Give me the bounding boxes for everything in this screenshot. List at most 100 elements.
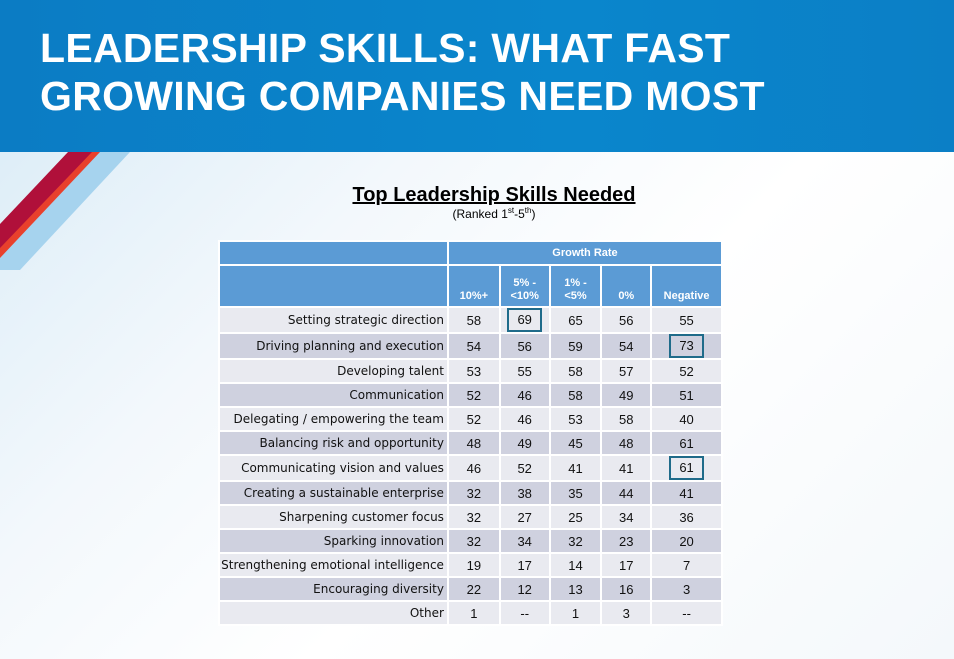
- column-header: Negative: [650, 264, 723, 308]
- value-cell: 25: [548, 504, 603, 530]
- column-header-text: 5% -: [513, 277, 536, 289]
- row-label: Sparking innovation: [218, 528, 449, 554]
- table-title: Top Leadership Skills Needed: [352, 184, 636, 206]
- label-header: [218, 264, 449, 308]
- column-header: 5% - <10%: [498, 264, 551, 308]
- value-cell: 55: [498, 358, 551, 384]
- value-cell: 58: [548, 358, 603, 384]
- value-cell: 41: [650, 480, 723, 506]
- value-cell: 59: [548, 332, 603, 360]
- value-cell: 48: [446, 430, 501, 456]
- value-cell: 56: [600, 306, 653, 334]
- value-cell: 54: [600, 332, 653, 360]
- value-cell: 57: [600, 358, 653, 384]
- highlighted-value: 73: [669, 334, 704, 358]
- table-row: Driving planning and execution 54 56 59 54 73: [218, 332, 723, 360]
- table-row: Encouraging diversity 22 12 13 16 3: [218, 576, 723, 602]
- row-label: Balancing risk and opportunity: [218, 430, 449, 456]
- value-cell: 49: [600, 382, 653, 408]
- row-label: Communicating vision and values: [218, 454, 449, 482]
- table-row: Balancing risk and opportunity 48 49 45 48 61: [218, 430, 723, 456]
- row-label: Driving planning and execution: [218, 332, 449, 360]
- value-cell: 58: [548, 382, 603, 408]
- column-header-text: Negative: [663, 290, 710, 302]
- value-cell: 46: [498, 382, 551, 408]
- table-subtitle: (Ranked 1st-5th): [452, 206, 536, 221]
- column-header: 10%+: [446, 264, 501, 308]
- group-header: Growth Rate: [446, 240, 724, 266]
- table-row: Sparking innovation 32 34 32 23 20: [218, 528, 723, 554]
- column-header: 1% - <5%: [548, 264, 603, 308]
- table-row: Communicating vision and values 46 52 41 41 6…: [218, 454, 723, 482]
- value-cell: 41: [548, 454, 603, 482]
- column-header-text: 0%: [618, 290, 635, 302]
- table-row: Communication 52 46 58 49 51: [218, 382, 723, 408]
- value-cell: 41: [600, 454, 653, 482]
- value-cell: 65: [548, 306, 603, 334]
- value-cell: 14: [548, 552, 603, 578]
- value-cell: 53: [446, 358, 501, 384]
- title-banner: LEADERSHIP SKILLS: WHAT FAST GROWING COM…: [0, 0, 954, 152]
- value-cell: 34: [600, 504, 653, 530]
- value-cell: 32: [446, 504, 501, 530]
- value-cell: 46: [446, 454, 501, 482]
- value-cell: 7: [650, 552, 723, 578]
- table-row: Strengthening emotional intelligence 19 17…: [218, 552, 723, 578]
- value-cell: 61: [650, 430, 723, 456]
- row-label: Strengthening emotional intelligence: [218, 552, 449, 578]
- value-cell: 35: [548, 480, 603, 506]
- value-cell: --: [498, 600, 551, 626]
- value-cell: 3: [600, 600, 653, 626]
- corner-cell: [218, 240, 449, 266]
- highlighted-value: 69: [507, 308, 542, 332]
- value-cell: 49: [498, 430, 551, 456]
- column-header-text: <5%: [564, 290, 587, 302]
- value-cell: 73: [650, 332, 723, 360]
- value-cell: 27: [498, 504, 551, 530]
- row-label: Creating a sustainable enterprise: [218, 480, 449, 506]
- skills-table: Growth Rate 10%+ 5% - <10% 1% - <5% 0% Negativ…: [218, 240, 724, 626]
- row-label: Communication: [218, 382, 449, 408]
- table-row: Delegating / empowering the team 52 46 53 58…: [218, 406, 723, 432]
- value-cell: 23: [600, 528, 653, 554]
- value-cell: --: [650, 600, 723, 626]
- value-cell: 17: [498, 552, 551, 578]
- table-row: Developing talent 53 55 58 57 52: [218, 358, 723, 384]
- value-cell: 40: [650, 406, 723, 432]
- value-cell: 52: [498, 454, 551, 482]
- value-cell: 53: [548, 406, 603, 432]
- row-label: Developing talent: [218, 358, 449, 384]
- decorative-stripes: [0, 152, 130, 270]
- value-cell: 52: [650, 358, 723, 384]
- value-cell: 32: [548, 528, 603, 554]
- slide-title: LEADERSHIP SKILLS: WHAT FAST GROWING COM…: [40, 24, 765, 120]
- value-cell: 54: [446, 332, 501, 360]
- value-cell: 22: [446, 576, 501, 602]
- highlighted-value: 61: [669, 456, 704, 480]
- value-cell: 56: [498, 332, 551, 360]
- value-cell: 13: [548, 576, 603, 602]
- value-cell: 52: [446, 406, 501, 432]
- value-cell: 52: [446, 382, 501, 408]
- value-cell: 44: [600, 480, 653, 506]
- row-label: Sharpening customer focus: [218, 504, 449, 530]
- value-cell: 20: [650, 528, 723, 554]
- value-cell: 45: [548, 430, 603, 456]
- value-cell: 58: [446, 306, 501, 334]
- value-cell: 61: [650, 454, 723, 482]
- row-label: Other: [218, 600, 449, 626]
- value-cell: 46: [498, 406, 551, 432]
- column-header: 0%: [600, 264, 653, 308]
- value-cell: 3: [650, 576, 723, 602]
- value-cell: 32: [446, 528, 501, 554]
- value-cell: 1: [446, 600, 501, 626]
- value-cell: 12: [498, 576, 551, 602]
- table-row: Other 1 -- 1 3 --: [218, 600, 723, 626]
- slide-title-line2: GROWING COMPANIES NEED MOST: [40, 73, 765, 119]
- column-header-text: <10%: [510, 290, 539, 302]
- value-cell: 34: [498, 528, 551, 554]
- slide-title-line1: LEADERSHIP SKILLS: WHAT FAST: [40, 25, 731, 71]
- row-label: Setting strategic direction: [218, 306, 449, 334]
- table-row: Setting strategic direction 58 69 65 56 55: [218, 306, 723, 334]
- value-cell: 19: [446, 552, 501, 578]
